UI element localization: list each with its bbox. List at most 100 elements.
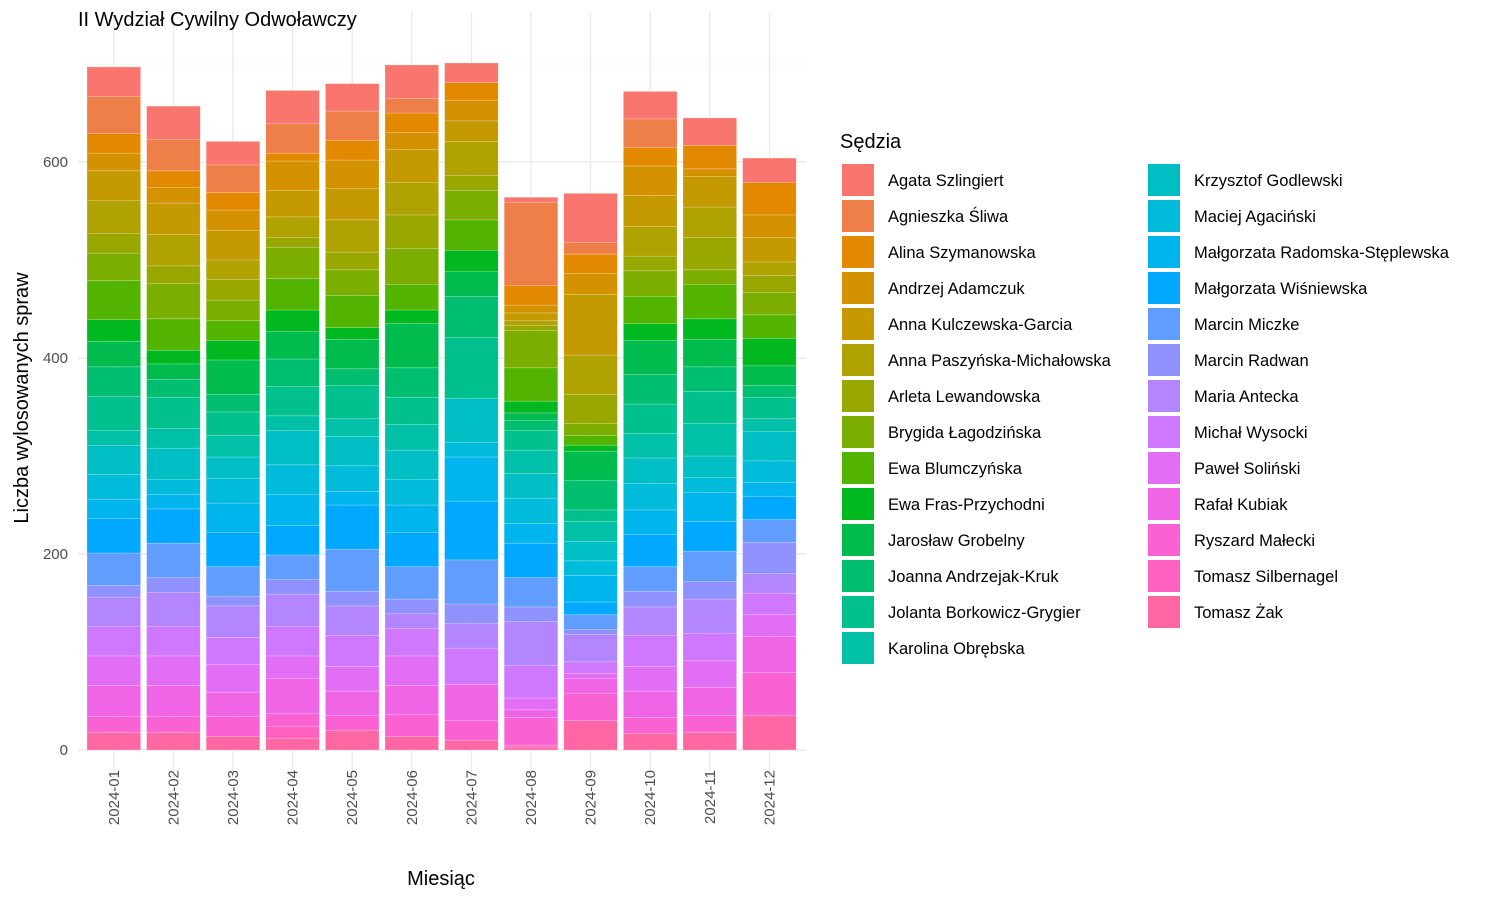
bar-segment xyxy=(563,673,618,679)
bar-segment xyxy=(503,523,559,544)
bar-segment xyxy=(742,275,797,293)
bar-segment xyxy=(682,339,737,368)
bar-segment xyxy=(623,690,678,718)
bar-segment xyxy=(503,497,559,524)
bar-segment xyxy=(205,411,261,436)
bar-segment xyxy=(205,320,261,341)
bar-segment xyxy=(563,560,618,576)
bar-segment xyxy=(265,579,320,595)
bar-segment xyxy=(146,447,201,480)
bar-segment xyxy=(623,340,678,375)
bar-segment xyxy=(623,118,678,148)
bar-segment xyxy=(503,312,559,322)
bar-segment xyxy=(444,99,499,122)
bar-segment xyxy=(205,532,261,568)
bar-segment xyxy=(682,423,737,457)
bar-segment xyxy=(682,318,737,340)
bar-segment xyxy=(384,214,439,249)
x-tick-label: 2024-12 xyxy=(761,770,778,825)
bar-segment xyxy=(146,139,201,172)
bar-segment xyxy=(682,206,737,238)
bar-segment xyxy=(682,633,737,662)
bar-segment xyxy=(146,283,201,320)
bar-segment xyxy=(503,285,559,306)
bar-segment xyxy=(265,726,320,739)
legend-label: Maciej Agaciński xyxy=(1194,208,1316,226)
bar-segment xyxy=(682,176,737,208)
legend-label: Alina Szymanowska xyxy=(888,244,1036,262)
bar-segment xyxy=(325,605,380,636)
bar-segment xyxy=(444,62,499,83)
bar-segment xyxy=(563,540,618,562)
bar-segment xyxy=(444,684,499,721)
bar-segment xyxy=(265,525,320,556)
legend-label: Anna Paszyńska-Michałowska xyxy=(888,352,1112,370)
legend-label: Karolina Obrębska xyxy=(888,640,1025,658)
bar-segment xyxy=(384,367,439,398)
chart-title: II Wydział Cywilny Odwoławczy xyxy=(78,9,357,31)
legend-key xyxy=(842,272,874,304)
bar-segment xyxy=(384,284,439,311)
bar-segment xyxy=(86,133,141,154)
bar-segment xyxy=(384,655,439,686)
bar-segment xyxy=(265,358,320,387)
bar-segment xyxy=(623,195,678,227)
bar-segment xyxy=(563,253,618,275)
bar-segment xyxy=(563,634,618,663)
legend-label: Anna Kulczewska-Garcia xyxy=(888,316,1073,334)
legend-label: Michał Wysocki xyxy=(1194,424,1308,442)
bar-segment xyxy=(146,626,201,657)
bar-segment xyxy=(146,655,201,686)
bar-segment xyxy=(682,686,737,717)
bar-segment xyxy=(205,735,261,751)
bar-segment xyxy=(265,90,320,125)
bar-segment xyxy=(682,477,737,493)
bar-segment xyxy=(503,320,559,326)
legend-key xyxy=(842,164,874,196)
bar-segment xyxy=(86,395,141,431)
bar-segment xyxy=(384,479,439,506)
bar-segment xyxy=(86,152,141,172)
bar-segment xyxy=(146,234,201,267)
bar-segment xyxy=(384,132,439,150)
bar-segment xyxy=(742,460,797,483)
bar-segment xyxy=(146,732,201,751)
bar-segment xyxy=(265,386,320,417)
bar-segment xyxy=(503,400,559,414)
bar-segment xyxy=(503,420,559,431)
legend-key xyxy=(842,632,874,664)
bar-segment xyxy=(205,393,261,413)
bar-segment xyxy=(682,366,737,392)
bar-segment xyxy=(444,271,499,297)
bar-segment xyxy=(86,498,141,520)
bar-segment xyxy=(444,441,499,458)
bar-segment xyxy=(205,716,261,737)
legend-label: Krzysztof Godlewski xyxy=(1194,172,1343,190)
bar-segment xyxy=(742,182,797,216)
legend-key xyxy=(842,416,874,448)
bar-segment xyxy=(146,577,201,593)
bar-segment xyxy=(325,504,380,550)
bar-segment xyxy=(563,692,618,721)
bar-segment xyxy=(384,98,439,114)
bar-segment xyxy=(563,193,618,243)
bar-segment xyxy=(384,613,439,629)
bar-segment xyxy=(623,666,678,692)
bar-segment xyxy=(205,456,261,479)
legend: Agata Szlingiert Agnieszka Śliwa Alina Szy… xyxy=(842,164,1450,664)
bar-segment xyxy=(682,284,737,320)
x-tick-label: 2024-04 xyxy=(285,770,302,825)
bar-segment xyxy=(384,532,439,568)
legend-key xyxy=(842,452,874,484)
bar-segment xyxy=(563,629,618,635)
legend-label: Andrzej Adamczuk xyxy=(888,280,1025,298)
bar-segment xyxy=(325,110,380,141)
x-tick-label: 2024-10 xyxy=(642,770,659,825)
bar-segment xyxy=(623,534,678,568)
legend-key xyxy=(1148,236,1180,268)
bar-segment xyxy=(146,542,201,578)
bar-segment xyxy=(205,502,261,533)
bar-segment xyxy=(86,585,141,598)
bar-segment xyxy=(623,433,678,459)
bar-segment xyxy=(146,318,201,351)
